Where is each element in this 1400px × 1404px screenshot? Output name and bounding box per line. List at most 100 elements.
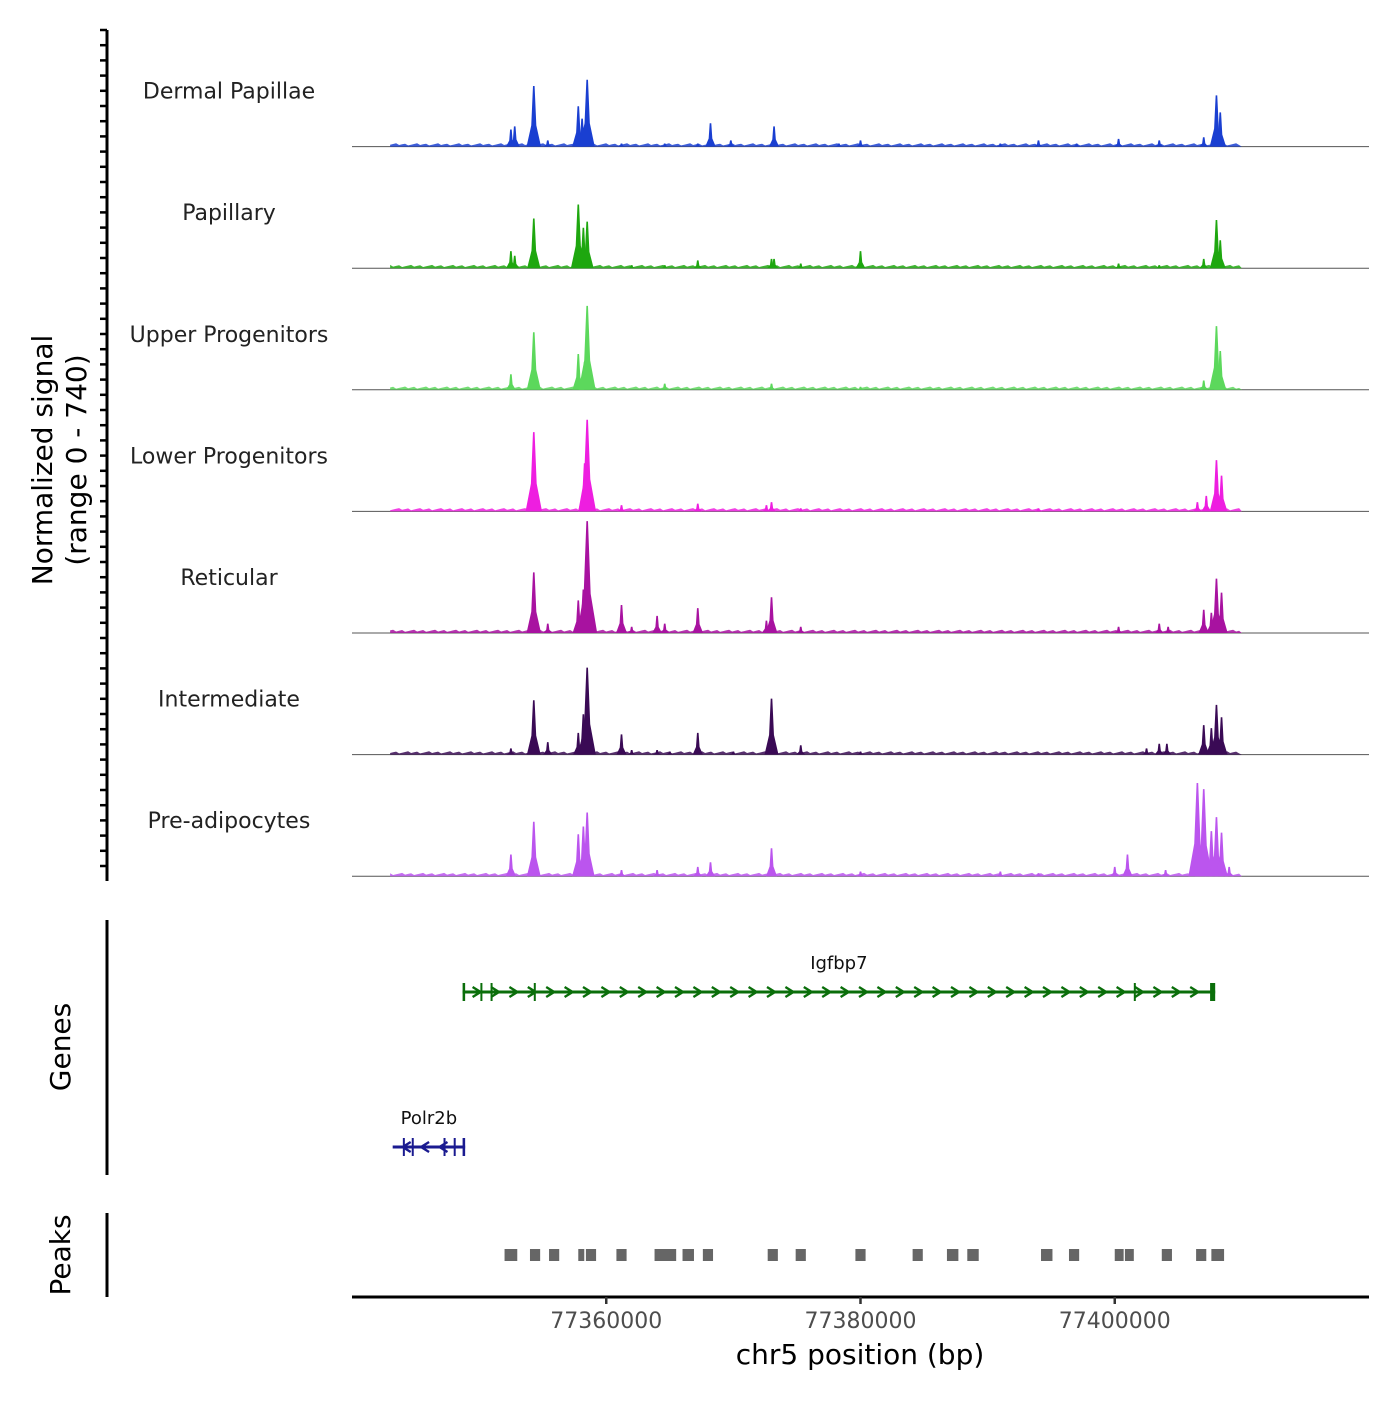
signal-peak [1110,866,1120,877]
signal-peak [1114,263,1123,269]
signal-peak [577,521,598,633]
signal-peak [543,742,553,755]
signal-peak [856,751,865,755]
gene-exon [453,1138,456,1156]
signal-peak [627,626,637,633]
strand-chevron [418,1140,430,1154]
peak-region [946,1249,959,1261]
signal-peak [660,143,669,147]
strand-chevron [821,985,833,999]
x-tick-label: 77360000 [550,1309,662,1334]
peak-region [795,1249,806,1261]
peak-region [616,1249,627,1261]
signal-peak [692,608,704,633]
signal-peak [1154,743,1164,755]
signal-peak [660,383,670,390]
peak-region [767,1249,778,1261]
signal-peak [1114,626,1123,633]
gene-exon [1210,983,1216,1001]
signal-peak [1214,350,1227,390]
signal-peak [1199,258,1209,269]
signal-peak [834,143,844,147]
signal-peak [1154,140,1164,147]
signal-peak [693,260,703,269]
signal-peak [1154,623,1164,633]
strand-chevron [784,985,796,999]
signal-peak [856,140,865,147]
signal-peak [652,869,662,877]
signal-peak [526,821,541,877]
strand-chevron [895,985,907,999]
signal-peak [796,745,806,755]
signal-peak [1034,508,1043,512]
signal-peak [660,265,669,269]
gene-exon [533,983,536,1001]
signal-peak [729,751,738,755]
gene-exon [490,983,493,1001]
strand-chevron [876,985,888,999]
strand-chevron [1115,985,1127,999]
signal-peak [579,79,595,147]
signal-peak [1034,140,1043,147]
signal-peak [526,332,541,390]
signal-peak [996,143,1005,147]
track-3: Upper Progenitors [130,305,1369,391]
strand-chevron [655,985,667,999]
signal-peak [578,305,596,390]
peak-region [529,1249,541,1261]
signal-peak [1215,717,1228,755]
track-label: Upper Progenitors [130,323,329,348]
track-label: Pre-adipocytes [148,809,311,834]
signal-peak [1214,240,1226,269]
gene-exon [462,1138,466,1156]
signal-peak [1201,495,1212,512]
signal-peak [1214,112,1227,147]
signal-peak [1192,502,1202,512]
strand-chevron [729,985,741,999]
peak-region [1114,1249,1124,1261]
peak-region [855,1249,866,1261]
signal-peak [505,854,517,877]
signal-peak [1199,137,1209,147]
signal-axis-title-line1: Normalized signal [26,335,59,586]
strand-chevron [950,985,962,999]
strand-chevron [858,985,870,999]
track-7: Pre-adipocytes [148,782,1369,877]
peaks-axis-title: Peaks [44,1214,77,1295]
strand-chevron [1134,985,1146,999]
track-6: Intermediate [158,667,1369,756]
signal-peak [509,126,520,147]
signal-peak [627,749,636,755]
signal-peak [578,419,597,512]
signal-peak [693,503,703,512]
track-label: Dermal Papillae [143,80,315,105]
peak-region [1211,1249,1225,1261]
signal-peak [765,597,778,633]
track-noise [390,143,1242,147]
track-label: Papillary [182,201,276,226]
x-tick-label: 77380000 [805,1309,917,1334]
strand-chevron [1042,985,1054,999]
strand-chevron [839,985,851,999]
peak-region [578,1249,585,1261]
signal-peak [996,871,1005,877]
signal-peak [616,734,627,755]
strand-chevron [913,985,925,999]
strand-chevron [931,985,943,999]
signal-y-axis-ticks [100,28,107,868]
peak-region [1124,1249,1134,1261]
signal-peak [1072,143,1081,147]
signal-peak [1155,265,1164,269]
peak-region [682,1249,694,1261]
signal-peak [1114,138,1123,147]
gene-exon [462,983,466,1001]
signal-peak [767,502,777,512]
genes-axis-title: Genes [44,1003,77,1091]
signal-peak [726,140,736,147]
peak-region [1068,1249,1080,1261]
gene-label: Igfbp7 [810,953,867,974]
gene-polr2b: Polr2b [392,1108,466,1156]
signal-peak [767,383,776,390]
peak-region [1041,1249,1053,1261]
strand-chevron [508,985,520,999]
